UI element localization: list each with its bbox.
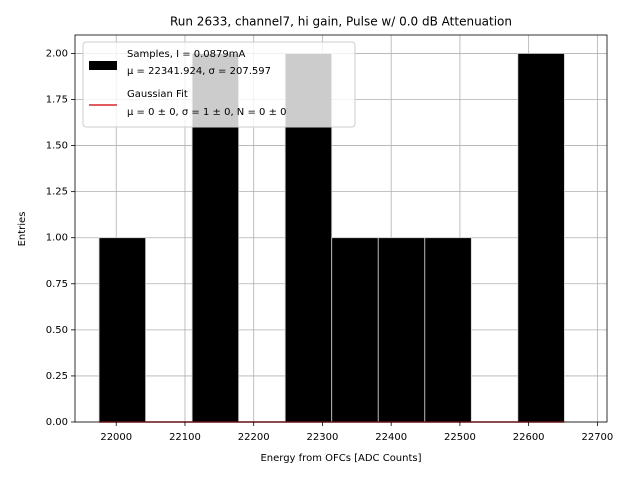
y-tick-label: 2.00 [46,48,68,59]
legend-swatch [89,61,117,70]
legend-label: μ = 0 ± 0, σ = 1 ± 0, N = 0 ± 0 [127,107,287,118]
legend-label: Samples, I = 0.0879mA [127,49,245,60]
plot-frame [74,34,608,423]
y-tick-label: 1.50 [46,141,68,152]
bar [517,53,565,423]
legend-label: Gaussian Fit [127,89,188,100]
x-axis-label: Energy from OFCs [ADC Counts] [260,453,421,464]
bar [377,237,426,423]
x-tick-label: 22000 [100,432,132,443]
x-tick-label: 22700 [581,432,613,443]
x-tick-label: 22400 [375,432,407,443]
bars [98,53,565,423]
legend-box [82,41,356,128]
legend: Samples, I = 0.0879mA μ = 22341.924, σ = … [82,41,356,128]
y-tick-label: 1.00 [46,233,68,244]
y-tick-label: 1.25 [46,187,68,198]
x-tick-label: 22100 [169,432,201,443]
y-tick-label: 0.00 [46,417,68,428]
legend-label: μ = 22341.924, σ = 207.597 [127,66,271,77]
y-tick-label: 0.50 [46,325,68,336]
bar [331,237,379,423]
axes: 22000 22100 22200 22300 22400 22500 22600 22700… [46,34,613,443]
x-tick-label: 22300 [307,432,339,443]
x-tick-label: 22500 [444,432,476,443]
y-tick-label: 1.75 [46,95,68,106]
chart-title: Run 2633, channel7, hi gain, Pulse w/ 0.… [170,15,512,29]
y-tick-label: 0.25 [46,371,68,382]
x-tick-label: 22600 [513,432,545,443]
y-axis-label: Entries [17,212,28,247]
y-tick-label: 0.75 [46,279,68,290]
bar [424,237,472,423]
x-tick-label: 22200 [238,432,270,443]
bar [98,237,146,423]
